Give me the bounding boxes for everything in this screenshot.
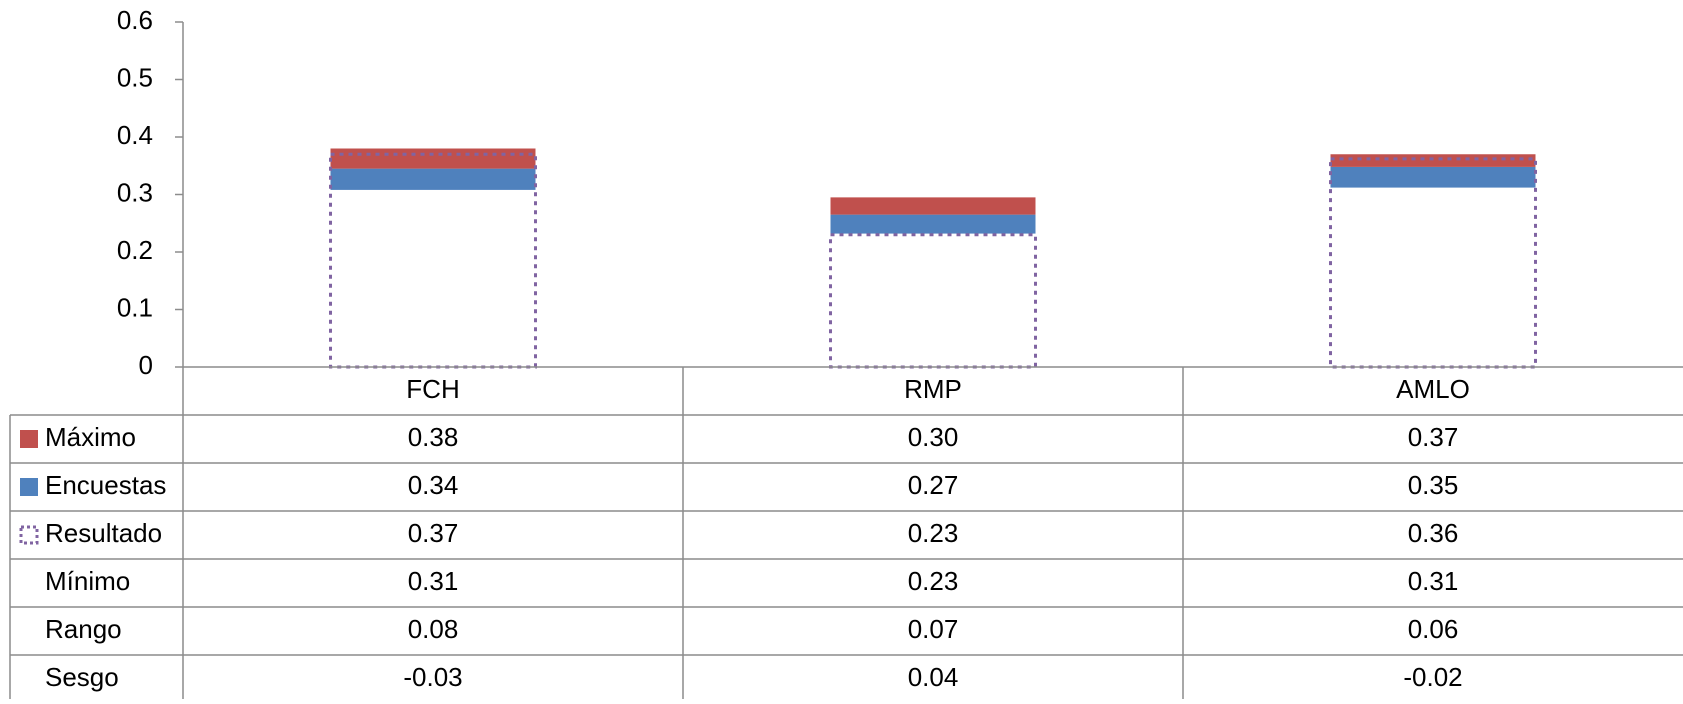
- table-cell-sesgo-rmp: 0.04: [908, 662, 959, 692]
- table-cell-sesgo-amlo: -0.02: [1403, 662, 1462, 692]
- bar-maximo-amlo: [1330, 154, 1536, 167]
- table-cell-maximo-rmp: 0.30: [908, 422, 959, 452]
- category-label-amlo: AMLO: [1396, 374, 1470, 404]
- bar-encuestas-fch: [330, 168, 536, 190]
- y-tick-label: 0.5: [117, 62, 153, 92]
- category-label-fch: FCH: [406, 374, 459, 404]
- legend-key-encuestas: [20, 478, 38, 496]
- table-cell-sesgo-fch: -0.03: [403, 662, 462, 692]
- table-cell-maximo-fch: 0.38: [408, 422, 459, 452]
- row-label-encuestas: Encuestas: [45, 470, 166, 500]
- table-cell-minimo-rmp: 0.23: [908, 566, 959, 596]
- table-cell-resultado-fch: 0.37: [408, 518, 459, 548]
- row-label-rango: Rango: [45, 614, 122, 644]
- table-cell-maximo-amlo: 0.37: [1408, 422, 1459, 452]
- y-tick-label: 0.1: [117, 292, 153, 322]
- y-tick-label: 0.3: [117, 177, 153, 207]
- legend-key-maximo: [20, 430, 38, 448]
- row-label-sesgo: Sesgo: [45, 662, 119, 692]
- bar-resultado-fch: [329, 152, 537, 369]
- y-tick-label: 0.2: [117, 235, 153, 265]
- bar-resultado-amlo: [1329, 157, 1537, 369]
- table-cell-resultado-rmp: 0.23: [908, 518, 959, 548]
- row-label-maximo: Máximo: [45, 422, 136, 452]
- table-cell-rango-amlo: 0.06: [1408, 614, 1459, 644]
- table-cell-encuestas-amlo: 0.35: [1408, 470, 1459, 500]
- table-cell-rango-rmp: 0.07: [908, 614, 959, 644]
- y-tick-label: 0.6: [117, 5, 153, 35]
- table-cell-rango-fch: 0.08: [408, 614, 459, 644]
- legend-key-resultado: [19, 525, 39, 545]
- bar-resultado-rmp: [829, 233, 1037, 369]
- bar-encuestas-amlo: [1330, 166, 1536, 188]
- table-cell-resultado-amlo: 0.36: [1408, 518, 1459, 548]
- bar-maximo-fch: [330, 148, 536, 169]
- table-cell-encuestas-rmp: 0.27: [908, 470, 959, 500]
- y-tick-label: 0: [139, 350, 153, 380]
- bar-encuestas-rmp: [830, 214, 1036, 234]
- bar-maximo-rmp: [830, 197, 1036, 215]
- table-cell-minimo-amlo: 0.31: [1408, 566, 1459, 596]
- y-tick-label: 0.4: [117, 120, 153, 150]
- row-label-resultado: Resultado: [45, 518, 162, 548]
- row-label-minimo: Mínimo: [45, 566, 130, 596]
- table-cell-minimo-fch: 0.31: [408, 566, 459, 596]
- table-cell-encuestas-fch: 0.34: [408, 470, 459, 500]
- category-label-rmp: RMP: [904, 374, 962, 404]
